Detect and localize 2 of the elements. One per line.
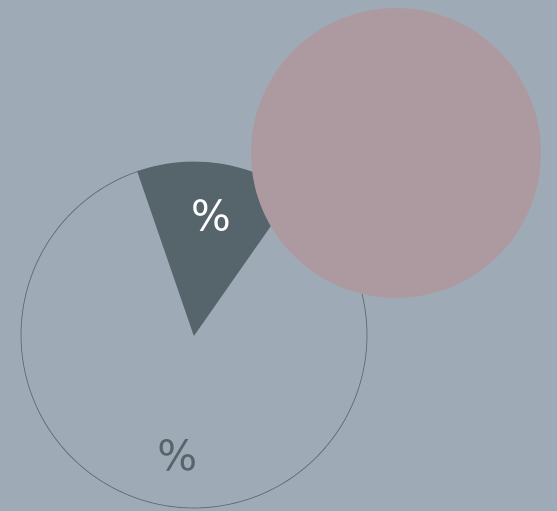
data-label: % [160,439,195,471]
data-label: % [193,199,228,231]
